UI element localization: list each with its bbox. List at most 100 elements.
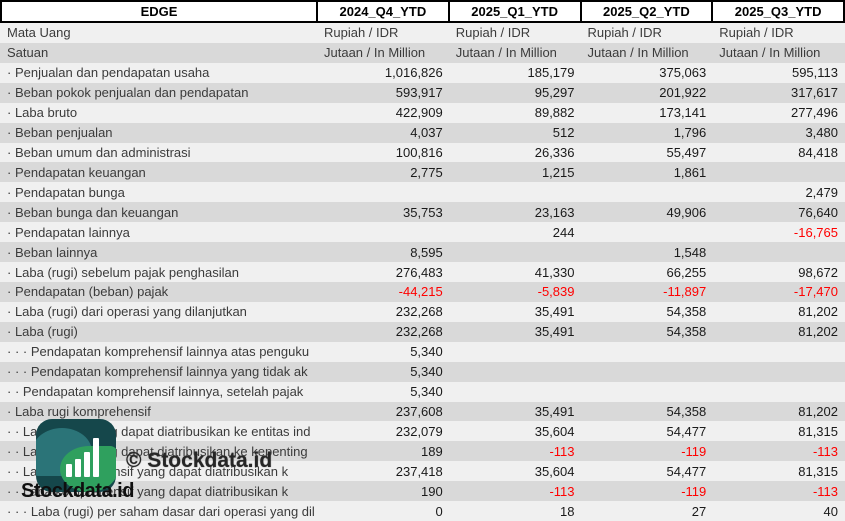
- cell-value: -113: [549, 443, 575, 459]
- cell-value: 244: [552, 224, 575, 240]
- cell-value: 185,179: [527, 65, 575, 81]
- cell-value: 1,796: [673, 125, 707, 141]
- cell-value: 8,595: [410, 244, 443, 260]
- table-row: · · Laba komprehensif yang dapat diatrib…: [0, 481, 845, 502]
- table-row: · Beban lainnya 8,595 1,548: [0, 242, 845, 263]
- cell-value: -17,470: [793, 284, 838, 300]
- cell-value: 5,340: [410, 344, 443, 360]
- cell-value: -119: [681, 483, 707, 499]
- cell-value: 190: [421, 483, 443, 499]
- cell-value: Jutaan / In Million: [587, 45, 689, 61]
- table-row: · Beban penjualan 4,037 512 1,796 3,480: [0, 122, 845, 143]
- cell-value: 512: [552, 125, 575, 141]
- cell-value: 2,479: [805, 184, 838, 200]
- cell-value: 3,480: [805, 125, 838, 141]
- cell-value: -11,897: [663, 284, 707, 300]
- cell-value: 201,922: [659, 85, 707, 101]
- row-label: · Laba bruto: [7, 105, 78, 121]
- table-row: · Laba (rugi) sebelum pajak penghasilan 2…: [0, 262, 845, 282]
- cell-value: 422,909: [395, 105, 443, 121]
- table-row: · Laba (rugi) 232,268 35,491 54,358 81,202: [0, 321, 845, 342]
- cell-value: 237,608: [395, 403, 443, 419]
- table-row: · Laba rugi komprehensif 237,608 35,491 54,…: [0, 401, 845, 422]
- cell-value: 95,297: [534, 85, 575, 101]
- cell-value: 54,358: [666, 324, 707, 340]
- cell-value: 1,016,826: [384, 65, 443, 81]
- cell-value: -113: [549, 483, 575, 499]
- cell-value: 232,268: [395, 324, 443, 340]
- row-label: Mata Uang: [7, 25, 71, 41]
- cell-value: 5,340: [410, 384, 443, 400]
- table-row: · · Pendapatan komprehensif lainnya, set…: [0, 381, 845, 402]
- cell-value: 173,141: [659, 105, 707, 121]
- table-header-row: EDGE 2024_Q4_YTD 2025_Q1_YTD 2025_Q2_YTD…: [0, 0, 845, 23]
- bar-chart-icon: [66, 438, 99, 477]
- cell-value: 1,548: [673, 244, 707, 260]
- cell-value: 98,672: [798, 264, 838, 280]
- period-header-2025-q2: 2025_Q2_YTD: [582, 2, 714, 21]
- table-row: · · · Pendapatan komprehensif lainnya at…: [0, 341, 845, 362]
- cell-value: 1,215: [541, 164, 575, 180]
- cell-value: 18: [560, 503, 575, 519]
- row-label: · Beban lainnya: [7, 244, 98, 260]
- cell-value: 84,418: [798, 144, 838, 160]
- cell-value: 317,617: [791, 85, 838, 101]
- cell-value: 35,491: [534, 403, 575, 419]
- table-row: · Pendapatan bunga 2,479: [0, 182, 845, 203]
- cell-value: 189: [421, 443, 443, 459]
- cell-value: 232,268: [395, 304, 443, 320]
- cell-value: 375,063: [659, 65, 707, 81]
- cell-value: 81,315: [798, 423, 838, 439]
- cell-value: 35,604: [534, 423, 575, 439]
- entity-ticker-header: EDGE: [0, 2, 318, 21]
- table-row: · Penjualan dan pendapatan usaha 1,016,82…: [0, 62, 845, 83]
- cell-value: 81,315: [798, 463, 838, 479]
- table-row: · Pendapatan (beban) pajak -44,215 -5,839 -…: [0, 281, 845, 302]
- table-row: · Pendapatan lainnya 244 -16,765: [0, 222, 845, 243]
- table-row: · · · Laba (rugi) per saham dasar dari o…: [0, 501, 845, 521]
- cell-value: 66,255: [666, 264, 707, 280]
- table-row: · Laba bruto 422,909 89,882 173,141 277,496: [0, 102, 845, 123]
- cell-value: Rupiah / IDR: [324, 25, 399, 41]
- table-row: · Beban pokok penjualan dan pendapatan 59…: [0, 82, 845, 103]
- cell-value: 100,816: [395, 144, 443, 160]
- cell-value: Jutaan / In Million: [455, 45, 557, 61]
- table-row: · Beban bunga dan keuangan 35,753 23,163 49…: [0, 202, 845, 223]
- row-label: · Laba (rugi) sebelum pajak penghasilan: [7, 264, 239, 280]
- cell-value: -113: [812, 483, 838, 499]
- row-label: · Pendapatan (beban) pajak: [7, 284, 169, 300]
- cell-value: 35,753: [402, 204, 443, 220]
- row-label: Satuan: [7, 45, 49, 61]
- table-row: · · · Pendapatan komprehensif lainnya ya…: [0, 361, 845, 382]
- row-label: · Beban umum dan administrasi: [7, 144, 191, 160]
- cell-value: 2,775: [410, 164, 443, 180]
- period-header-2024-q4: 2024_Q4_YTD: [318, 2, 450, 21]
- cell-value: 593,917: [395, 85, 443, 101]
- cell-value: 4,037: [410, 125, 443, 141]
- row-label: · Pendapatan keuangan: [7, 164, 146, 180]
- cell-value: 55,497: [666, 144, 707, 160]
- cell-value: Rupiah / IDR: [719, 25, 794, 41]
- cell-value: 54,477: [666, 463, 707, 479]
- cell-value: 76,640: [798, 204, 838, 220]
- cell-value: -5,839: [537, 284, 575, 300]
- cell-value: 40: [823, 503, 838, 519]
- row-label: · Beban pokok penjualan dan pendapatan: [7, 85, 249, 101]
- row-label: · Pendapatan bunga: [7, 184, 125, 200]
- cell-value: 27: [691, 503, 707, 519]
- cell-value: 1,861: [673, 164, 707, 180]
- cell-value: 237,418: [395, 463, 443, 479]
- cell-value: 81,202: [798, 403, 838, 419]
- copyright-watermark: © Stockdata.id: [126, 449, 273, 472]
- cell-value: 595,113: [791, 65, 838, 81]
- stockdata-logo-icon: [36, 419, 116, 492]
- period-header-2025-q1: 2025_Q1_YTD: [450, 2, 582, 21]
- table-row: · Pendapatan keuangan 2,775 1,215 1,861: [0, 162, 845, 183]
- cell-value: 89,882: [534, 105, 575, 121]
- row-label: · Penjualan dan pendapatan usaha: [7, 65, 210, 81]
- table-row: · · Laba (rugi) yang dapat diatribusikan…: [0, 421, 845, 442]
- cell-value: -44,215: [398, 284, 443, 300]
- cell-value: 232,079: [395, 423, 443, 439]
- cell-value: 54,358: [666, 304, 707, 320]
- row-label: · Laba (rugi): [7, 324, 78, 340]
